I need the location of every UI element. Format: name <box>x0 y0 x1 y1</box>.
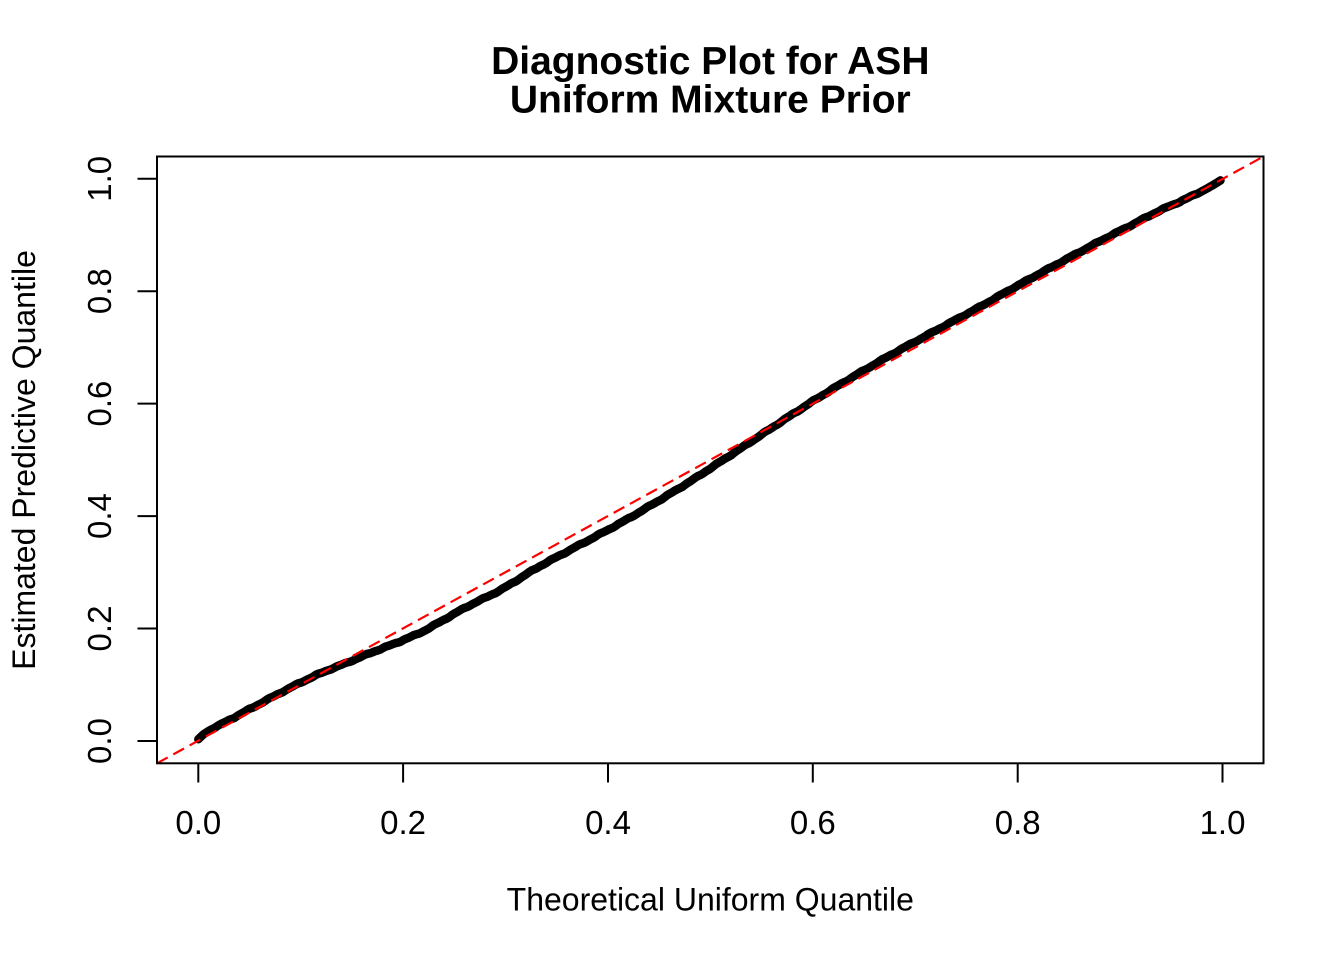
svg-text:0.6: 0.6 <box>790 804 836 841</box>
svg-text:0.4: 0.4 <box>81 493 118 539</box>
svg-text:Uniform Mixture Prior: Uniform Mixture Prior <box>510 78 911 121</box>
svg-text:0.0: 0.0 <box>81 718 118 764</box>
svg-text:0.8: 0.8 <box>995 804 1041 841</box>
svg-text:Diagnostic Plot for ASH: Diagnostic Plot for ASH <box>491 40 929 83</box>
svg-text:0.6: 0.6 <box>81 381 118 427</box>
svg-text:0.8: 0.8 <box>81 268 118 314</box>
svg-text:1.0: 1.0 <box>1200 804 1246 841</box>
svg-text:1.0: 1.0 <box>81 156 118 202</box>
svg-text:Theoretical Uniform Quantile: Theoretical Uniform Quantile <box>507 882 914 918</box>
svg-text:Estimated Predictive Quantile: Estimated Predictive Quantile <box>6 250 42 670</box>
svg-text:0.0: 0.0 <box>175 804 221 841</box>
svg-text:0.2: 0.2 <box>81 606 118 652</box>
svg-text:0.2: 0.2 <box>380 804 426 841</box>
svg-text:0.4: 0.4 <box>585 804 631 841</box>
